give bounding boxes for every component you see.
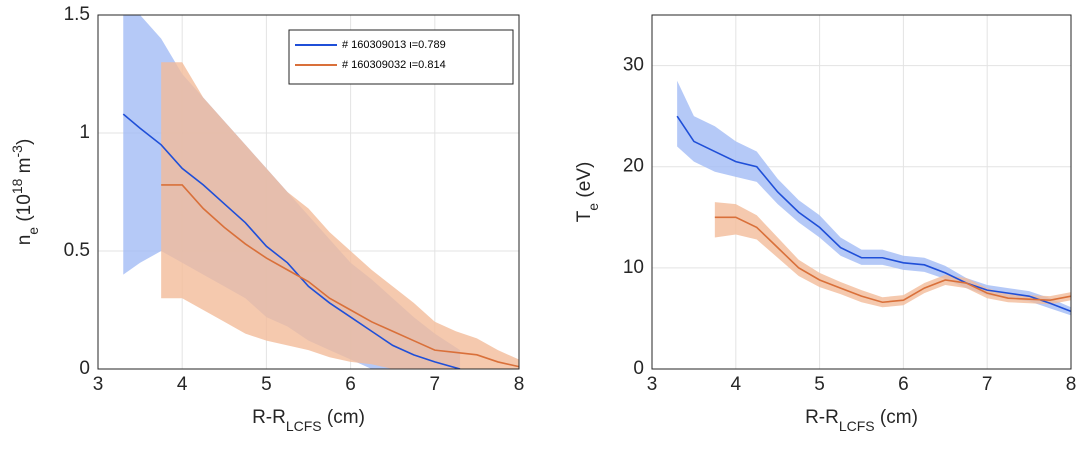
- y-tick-label: 0: [79, 358, 90, 379]
- x-tick-label: 6: [345, 374, 356, 395]
- axes-box: [651, 14, 1072, 370]
- x-tick-label: 8: [1066, 374, 1077, 395]
- series-line: [676, 115, 1071, 313]
- y-tick-label: 0: [633, 358, 644, 379]
- x-tick-label: 6: [898, 374, 909, 395]
- x-tick-label: 3: [647, 374, 658, 395]
- noise-band: [161, 62, 519, 369]
- y-tick-label: 20: [623, 156, 644, 177]
- x-tick-label: 3: [93, 374, 104, 395]
- x-tick-label: 7: [982, 374, 993, 395]
- series-line: [122, 113, 461, 369]
- y-tick-label: 1.5: [64, 4, 90, 25]
- label-part: ): [14, 139, 35, 145]
- legend-label: # 160309013 ι=0.789: [342, 39, 446, 51]
- label-part: (cm): [875, 407, 918, 428]
- label-part: LCFS: [286, 418, 322, 434]
- plot-area: [652, 15, 1071, 369]
- label-part: -3: [9, 145, 25, 158]
- x-tick-label: 8: [514, 374, 525, 395]
- axis-label: Te (eV): [574, 162, 601, 223]
- y-tick-label: 10: [623, 257, 644, 278]
- x-tick-label: 5: [814, 374, 825, 395]
- label-part: R-R: [805, 407, 839, 428]
- label-part: 18: [9, 178, 25, 194]
- x-tick-label: 7: [430, 374, 441, 395]
- axes-box: [97, 14, 520, 370]
- axis-label: ne (1018 m-3): [9, 139, 41, 246]
- label-part: n: [14, 235, 35, 246]
- legend-box: [288, 29, 514, 85]
- series-line: [714, 216, 1071, 304]
- y-tick-label: 1: [79, 122, 90, 143]
- x-tick-label: 4: [731, 374, 742, 395]
- label-part: (cm): [322, 407, 365, 428]
- plot-marks: [676, 80, 1071, 316]
- x-tick-label: 5: [261, 374, 272, 395]
- legend-label: # 160309032 ι=0.814: [342, 59, 446, 71]
- x-tick-label: 4: [177, 374, 188, 395]
- label-part: R-R: [252, 407, 286, 428]
- label-part: e: [585, 203, 601, 211]
- y-tick-label: 0.5: [64, 240, 90, 261]
- series-line: [161, 184, 519, 368]
- y-tick-label: 30: [623, 55, 644, 76]
- label-part: (10: [14, 194, 35, 227]
- axis-label: R-RLCFS (cm): [805, 407, 918, 434]
- label-part: LCFS: [839, 418, 875, 434]
- axis-label: R-RLCFS (cm): [252, 407, 365, 434]
- label-part: e: [25, 227, 41, 235]
- plot-marks: [122, 15, 519, 369]
- label-part: m: [14, 157, 35, 178]
- label-part: T: [574, 210, 595, 222]
- label-part: (eV): [574, 162, 595, 203]
